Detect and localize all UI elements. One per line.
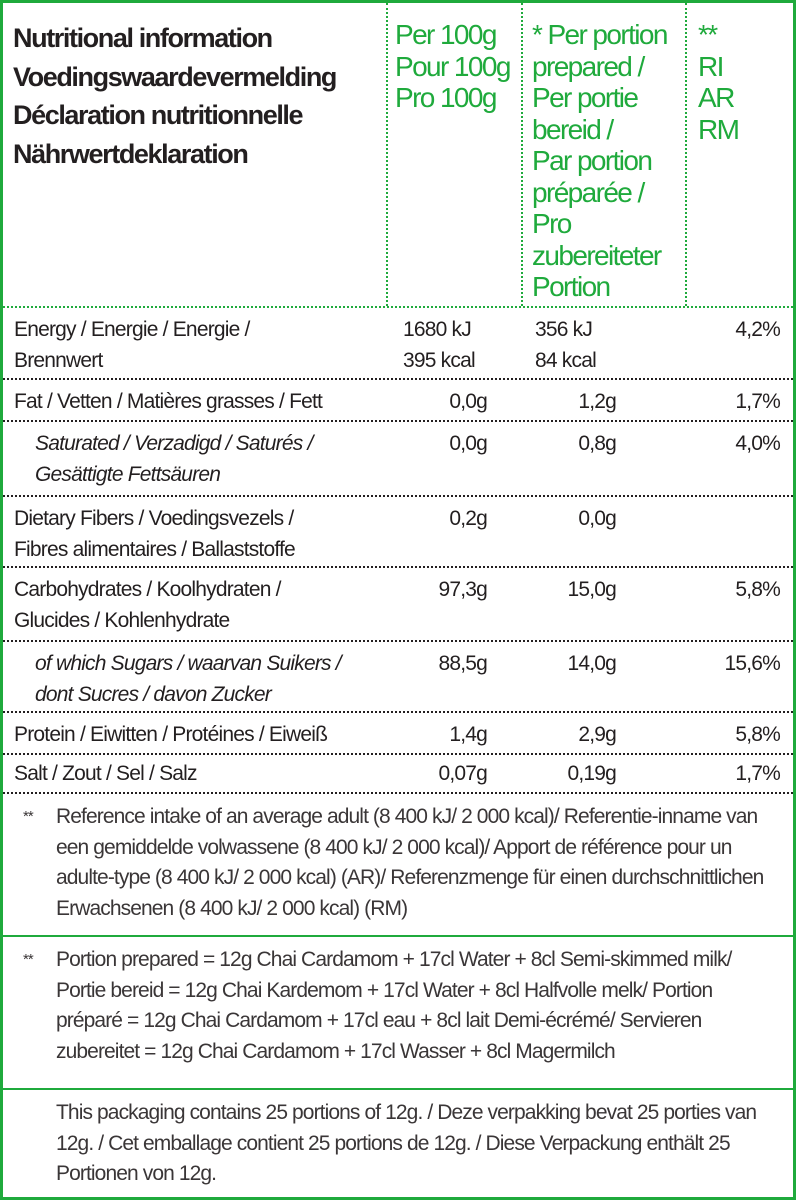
label-line: Fat / Vetten / Matières grasses / Fett [14,390,323,413]
header-line: RI [698,50,724,82]
label-line: Brennwert [14,349,103,372]
per-100g-value: 1,4g [449,723,487,746]
per-portion-value: 1,2g [578,390,616,413]
ri-header: ** RI AR RM [698,19,740,145]
value-line: 395 kcal [403,349,476,372]
header-line: bereid / [532,113,614,145]
footnote-portion-prepared: ** Portion prepared = 12g Chai Cardamom … [3,937,793,1090]
table-row-fibers: Dietary Fibers / Voedingsvezels / Fibres … [3,497,793,568]
table-row-sugars: of which Sugars / waarvan Suikers / dont … [3,642,793,713]
row-label: Dietary Fibers / Voedingsvezels / Fibres … [14,503,384,565]
per-100g-value: 88,5g [438,652,487,675]
header-line: Per portie [532,82,639,113]
row-label: Protein / Eiwitten / Protéines / Eiweiß [14,719,384,750]
table-row-energy: Energy / Energie / Energie / Brennwert 16… [3,308,793,380]
footnote-reference-intake: ** Reference intake of an average adult … [3,794,793,937]
row-label: Salt / Zout / Sel / Salz [14,758,384,789]
ri-value: 1,7% [735,762,780,785]
per-portion-value: 0,8g [578,432,616,455]
per-portion-value: 356 kJ 84 kcal [535,314,597,376]
row-label: Fat / Vetten / Matières grasses / Fett [14,386,384,417]
header-line: RM [698,113,740,145]
column-divider [521,3,523,306]
table-row-protein: Protein / Eiwitten / Protéines / Eiweiß … [3,713,793,755]
label-line: Fibres alimentaires / Ballaststoffe [14,538,296,561]
value-line: 356 kJ [535,318,593,341]
header-line: Per 100g [395,19,497,50]
header-line: Portion [532,271,611,302]
label-line: Dietary Fibers / Voedingsvezels / [14,507,294,530]
title-de: Nährwertdeklaration [13,138,249,169]
title-nl: Voedingswaardevermelding [13,61,337,92]
label-line: dont Sucres / davon Zucker [35,683,272,706]
footnote-text: This packaging contains 25 portions of 1… [56,1101,757,1185]
value-line: 84 kcal [535,349,597,372]
ri-value: 15,6% [724,652,780,675]
per-100g-value: 97,3g [438,578,487,601]
column-divider [386,3,388,306]
label-line: of which Sugars / waarvan Suikers / [35,652,342,675]
header-line: zubereiteter [532,239,662,271]
label-line: Glucides / Kohlenhydrate [14,609,230,632]
table-row-saturated: Saturated / Verzadigd / Saturés / Gesätti… [3,422,793,497]
label-line: Saturated / Verzadigd / Saturés / [35,432,313,455]
per-100g-value: 1680 kJ 395 kcal [403,314,476,376]
ri-value: 4,0% [735,432,780,455]
header-line: Pour 100g [395,50,511,82]
table-title: Nutritional information Voedingswaardeve… [13,19,337,173]
header-line: prepared / [532,50,645,82]
header-line: Par portion [532,145,653,176]
table-row-carbohydrates: Carbohydrates / Koolhydraten / Glucides /… [3,568,793,642]
per-portion-header: * Per portion prepared / Per portie bere… [532,19,668,303]
per-100g-value: 0,2g [449,507,487,530]
row-label: Energy / Energie / Energie / Brennwert [14,314,384,376]
table-row-salt: Salt / Zout / Sel / Salz 0,07g 0,19g 1,7… [3,755,793,794]
per-portion-value: 15,0g [567,578,616,601]
table-row-fat: Fat / Vetten / Matières grasses / Fett 0… [3,380,793,422]
ri-value: 4,2% [735,318,780,341]
row-label: Carbohydrates / Koolhydraten / Glucides /… [14,574,384,636]
per-100g-value: 0,0g [449,432,487,455]
column-divider [685,3,687,306]
row-label: Saturated / Verzadigd / Saturés / Gesätti… [35,428,405,490]
label-line: Energy / Energie / Energie / [14,318,250,341]
title-fr: Déclaration nutritionnelle [13,100,304,130]
footnote-marker: ** [23,808,34,825]
per-portion-value: 2,9g [578,723,616,746]
header-line: AR [698,82,735,113]
label-line: Protein / Eiwitten / Protéines / Eiweiß [14,723,328,746]
title-en: Nutritional information [13,23,273,53]
ri-value: 5,8% [735,578,780,601]
footnote-packaging: This packaging contains 25 portions of 1… [3,1090,793,1197]
header-line: ** [698,19,718,50]
footnote-marker: ** [23,951,34,968]
per-portion-value: 14,0g [567,652,616,675]
header-line: Pro 100g [395,82,497,113]
footnote-text: Reference intake of an average adult (8 … [56,805,764,920]
label-line: Salt / Zout / Sel / Salz [14,762,198,785]
header-line: * Per portion [532,19,668,50]
per-portion-value: 0,19g [567,762,616,785]
per-100g-header: Per 100g Pour 100g Pro 100g [395,19,511,114]
per-100g-value: 0,07g [438,762,487,785]
label-line: Carbohydrates / Koolhydraten / [14,578,281,601]
per-portion-value: 0,0g [578,507,616,530]
row-label: of which Sugars / waarvan Suikers / dont … [35,648,405,710]
table-header: Nutritional information Voedingswaardeve… [3,3,793,308]
footnote-text: Portion prepared = 12g Chai Cardamom + 1… [56,948,732,1063]
value-line: 1680 kJ [403,318,472,341]
ri-value: 5,8% [735,723,780,746]
header-line: Pro [532,208,572,239]
per-100g-value: 0,0g [449,390,487,413]
label-line: Gesättigte Fettsäuren [35,463,221,486]
header-line: préparée / [532,176,645,208]
ri-value: 1,7% [735,390,780,413]
